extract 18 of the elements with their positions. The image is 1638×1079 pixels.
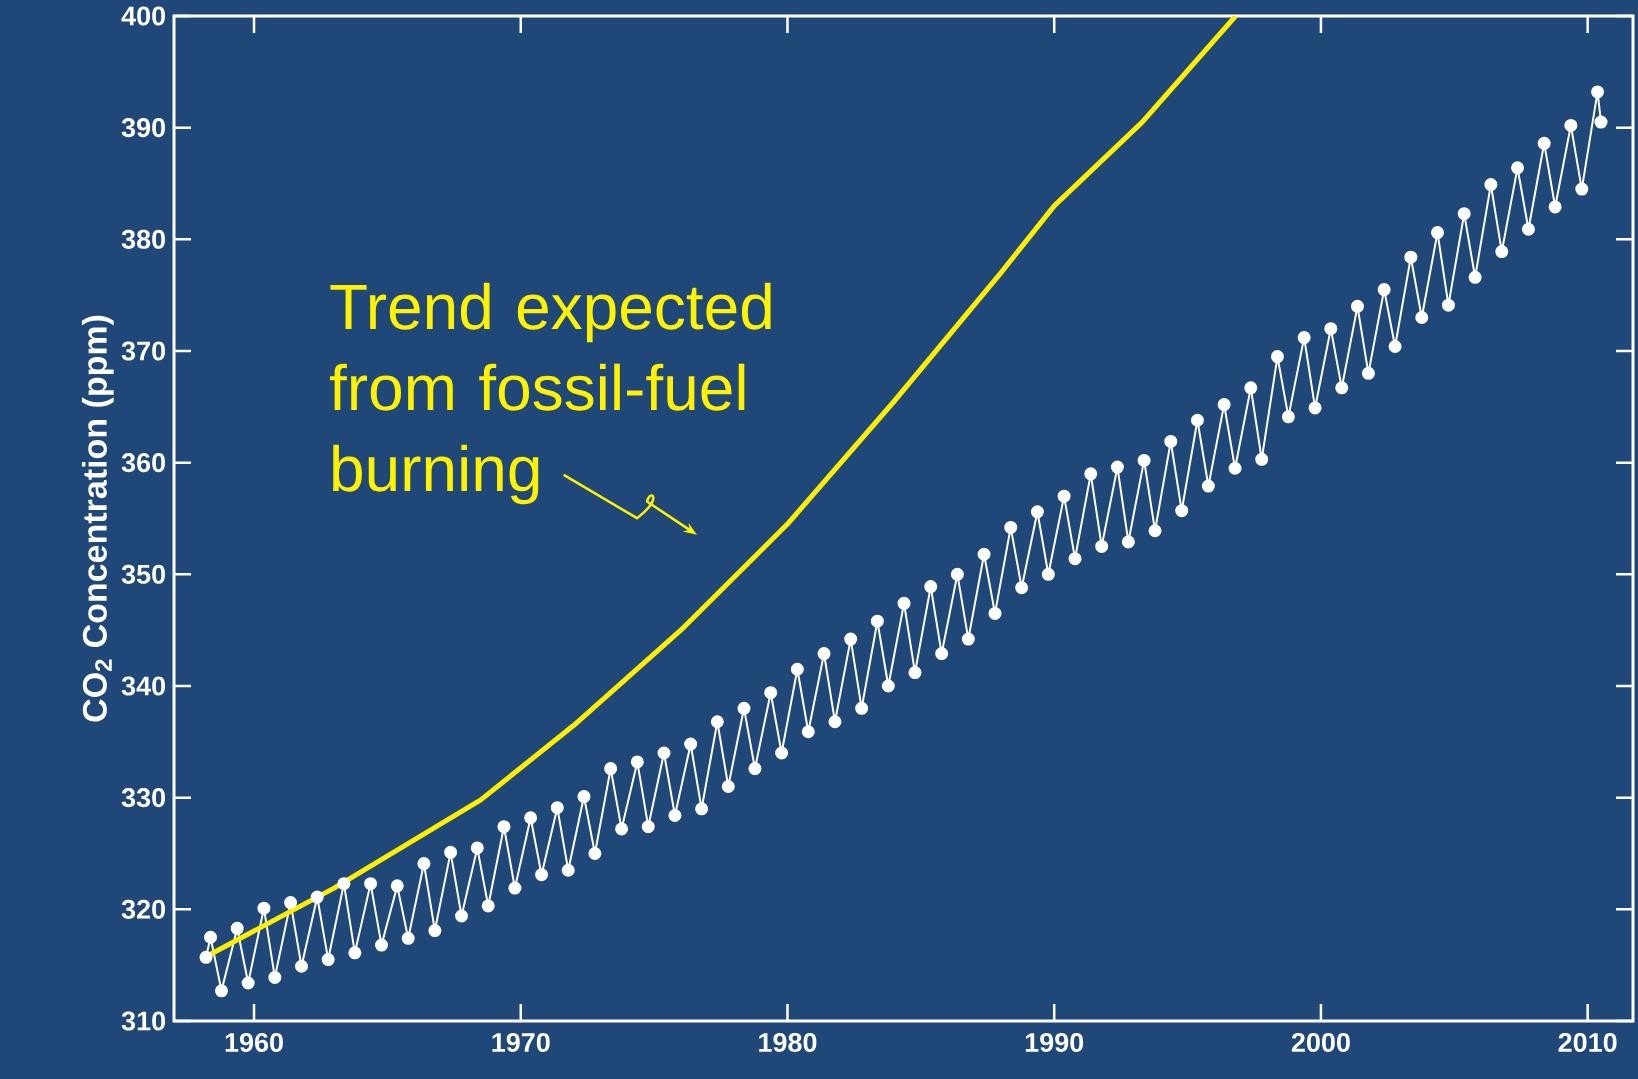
x-tick-label: 1990 (1025, 1032, 1084, 1052)
x-tick-label: 1980 (759, 1032, 817, 1052)
y-axis-title: CO$_{2}$ Concentration (ppm) (81, 315, 114, 722)
y-tick-label: 400 (121, 6, 165, 26)
x-tick-label: 1970 (492, 1032, 550, 1052)
y-tick-label: 320 (121, 899, 165, 919)
x-tick-label: 1960 (225, 1032, 283, 1052)
y-tick-label: 340 (121, 676, 165, 696)
x-tick-label: 2010 (1558, 1032, 1617, 1052)
y-tick-label: 390 (121, 118, 165, 138)
y-tick-label: 330 (121, 788, 165, 808)
y-tick-label: 310 (121, 1011, 165, 1031)
annotation: Trend expected from fossil-fuel burning (329, 282, 771, 505)
x-tick-label: 2000 (1291, 1032, 1350, 1052)
y-tick-label: 360 (121, 453, 165, 473)
y-tick-label: 380 (121, 229, 165, 249)
y-tick-label: 370 (121, 341, 165, 361)
y-tick-label: 350 (121, 564, 165, 584)
